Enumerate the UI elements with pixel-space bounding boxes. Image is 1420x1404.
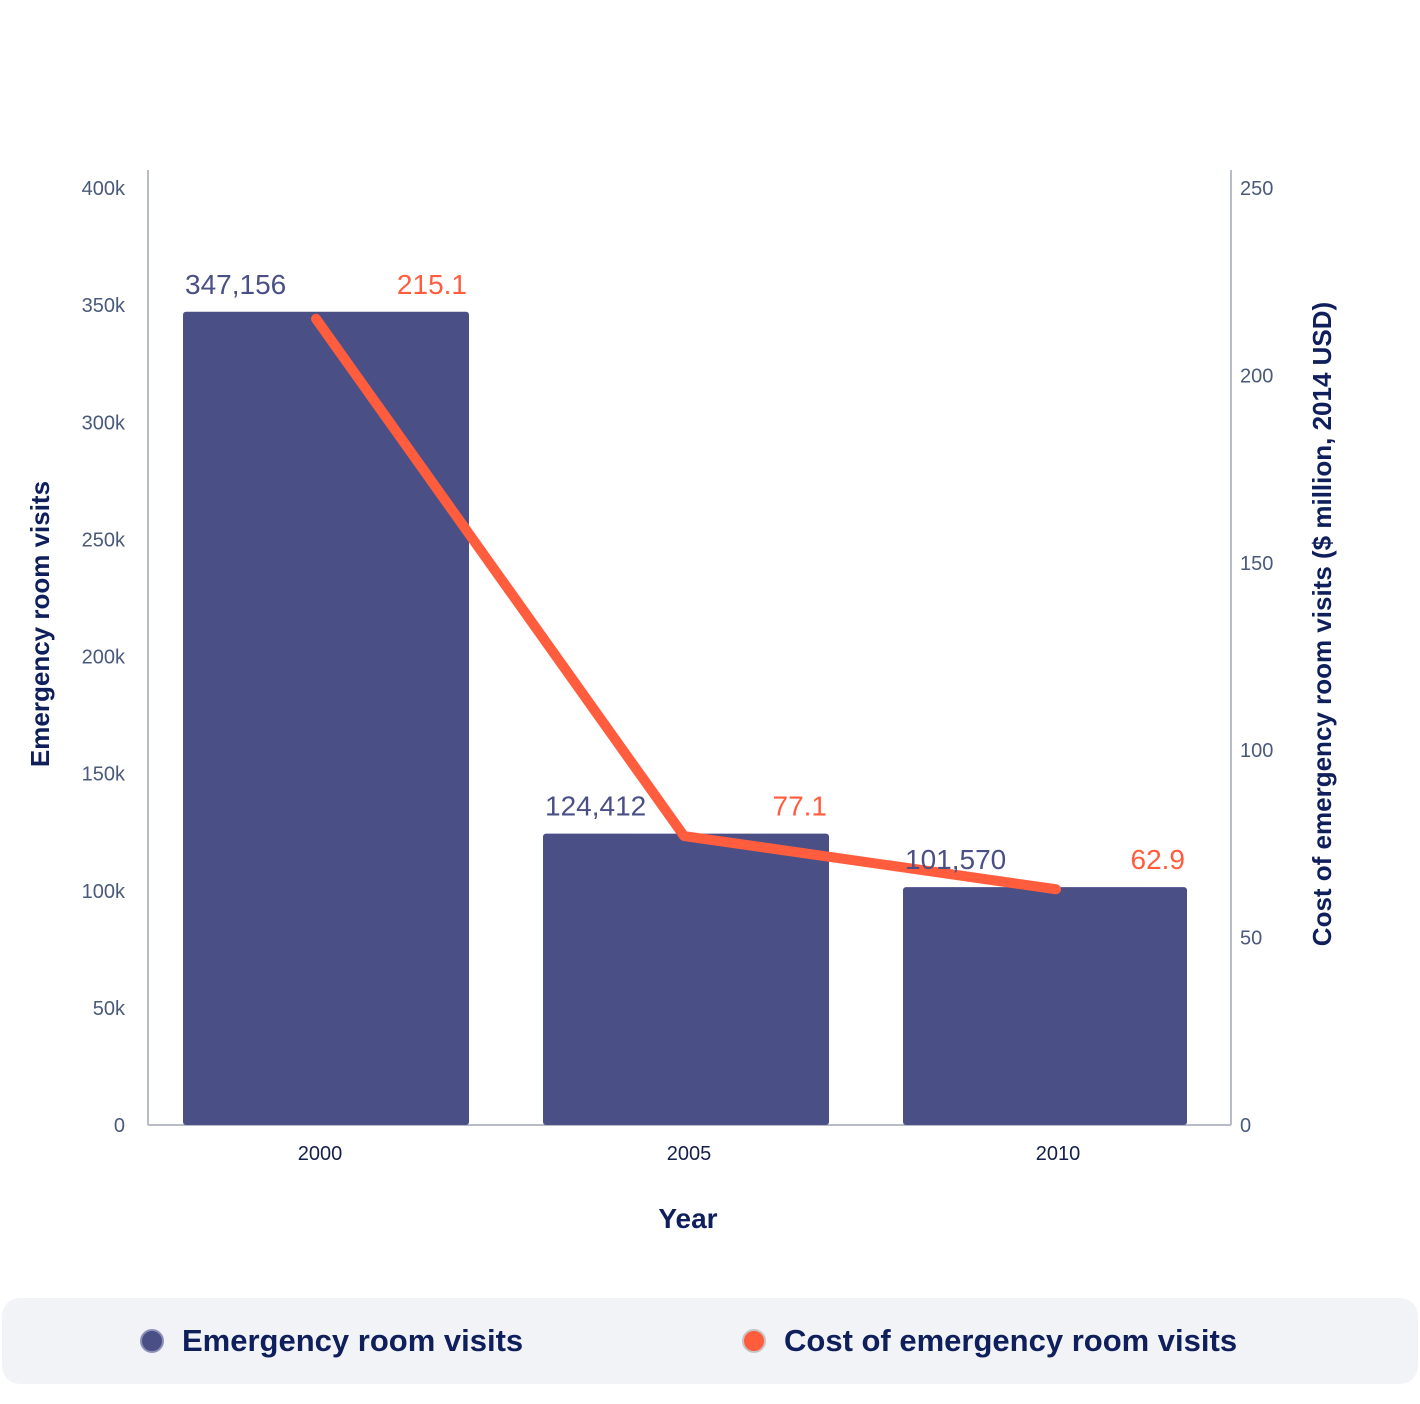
x-tick-label: 2000 (298, 1143, 343, 1165)
bar-visits-2010 (903, 887, 1187, 1125)
legend-item-visits: Emergency room visits (140, 1298, 523, 1384)
legend-label-visits: Emergency room visits (182, 1323, 524, 1358)
y-tick-label: 350k (82, 295, 126, 317)
bar-visits-2005 (543, 833, 829, 1125)
y-tick-label: 150k (82, 764, 126, 786)
y2-axis-title: Cost of emergency room visits ($ million… (1307, 302, 1337, 946)
y-tick-label: 300k (82, 412, 126, 434)
data-label-visits-2000: 347,156 (185, 269, 286, 300)
y2-tick-label: 100 (1240, 740, 1273, 762)
bar-visits-2000 (183, 311, 469, 1125)
y-axis-title: Emergency room visits (25, 481, 55, 767)
legend-label-cost: Cost of emergency room visits (784, 1323, 1238, 1358)
combo-chart: 0 50k 100k 150k 200k 250k 300k 350k 400k 0 50 100 15… (25, 170, 1337, 1234)
data-label-cost-2010: 62.9 (1131, 844, 1186, 875)
chart-area: 0 50k 100k 150k 200k 250k 300k 350k 400k 0 50 100 15… (25, 170, 1337, 1234)
y2-tick-label: 50 (1240, 928, 1262, 950)
data-label-visits-2010: 101,570 (905, 844, 1006, 875)
cost-point-2005 (683, 835, 685, 838)
x-tick-label: 2005 (667, 1143, 712, 1165)
x-tick-label: 2010 (1036, 1143, 1081, 1165)
y-tick-label: 100k (82, 881, 126, 903)
y-tick-label: 0 (114, 1115, 125, 1137)
legend: Emergency room visits Cost of emergency … (2, 1298, 1418, 1384)
y2-tick-label: 250 (1240, 178, 1273, 200)
legend-swatch-cost (742, 1329, 766, 1353)
data-label-visits-2005: 124,412 (545, 791, 646, 822)
y-tick-label: 50k (93, 998, 126, 1020)
y2-tick-label: 200 (1240, 365, 1273, 387)
y2-tick-label: 0 (1240, 1115, 1251, 1137)
x-axis-title: Year (658, 1203, 717, 1234)
cost-point-2000 (315, 317, 317, 320)
legend-swatch-visits (140, 1329, 164, 1353)
y-tick-label: 200k (82, 647, 126, 669)
data-label-cost-2000: 215.1 (397, 269, 467, 300)
y2-tick-label: 150 (1240, 553, 1273, 575)
legend-item-cost: Cost of emergency room visits (742, 1298, 1237, 1384)
data-label-cost-2005: 77.1 (773, 791, 828, 822)
cost-point-2010 (1055, 888, 1057, 891)
y-tick-label: 400k (82, 178, 126, 200)
y-tick-label: 250k (82, 529, 126, 551)
